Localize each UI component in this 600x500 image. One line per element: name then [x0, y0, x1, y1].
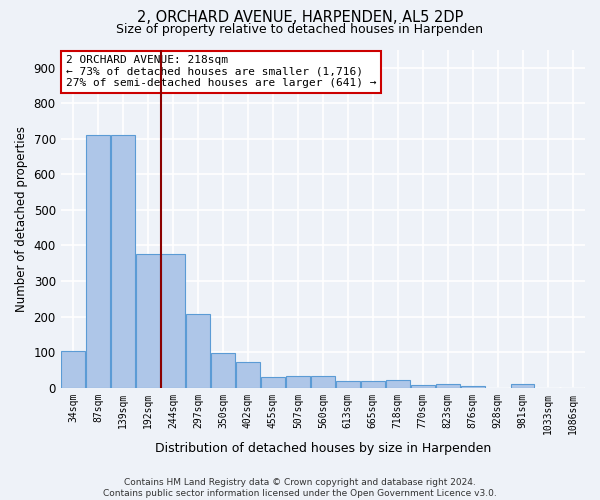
Text: Contains HM Land Registry data © Crown copyright and database right 2024.
Contai: Contains HM Land Registry data © Crown c… [103, 478, 497, 498]
Bar [211, 353, 235, 388]
Bar [386, 380, 410, 388]
X-axis label: Distribution of detached houses by size in Harpenden: Distribution of detached houses by size … [155, 442, 491, 455]
Bar [411, 385, 434, 388]
Bar [161, 254, 185, 388]
Bar [511, 384, 535, 388]
Bar [361, 382, 385, 388]
Bar [186, 314, 210, 388]
Bar [86, 136, 110, 388]
Bar [61, 351, 85, 388]
Text: 2, ORCHARD AVENUE, HARPENDEN, AL5 2DP: 2, ORCHARD AVENUE, HARPENDEN, AL5 2DP [137, 10, 463, 25]
Bar [461, 386, 485, 388]
Text: 2 ORCHARD AVENUE: 218sqm
← 73% of detached houses are smaller (1,716)
27% of sem: 2 ORCHARD AVENUE: 218sqm ← 73% of detach… [66, 55, 376, 88]
Bar [286, 376, 310, 388]
Bar [336, 380, 359, 388]
Bar [236, 362, 260, 388]
Bar [436, 384, 460, 388]
Bar [311, 376, 335, 388]
Bar [261, 377, 285, 388]
Bar [111, 134, 135, 388]
Y-axis label: Number of detached properties: Number of detached properties [15, 126, 28, 312]
Bar [136, 254, 160, 388]
Text: Size of property relative to detached houses in Harpenden: Size of property relative to detached ho… [116, 22, 484, 36]
